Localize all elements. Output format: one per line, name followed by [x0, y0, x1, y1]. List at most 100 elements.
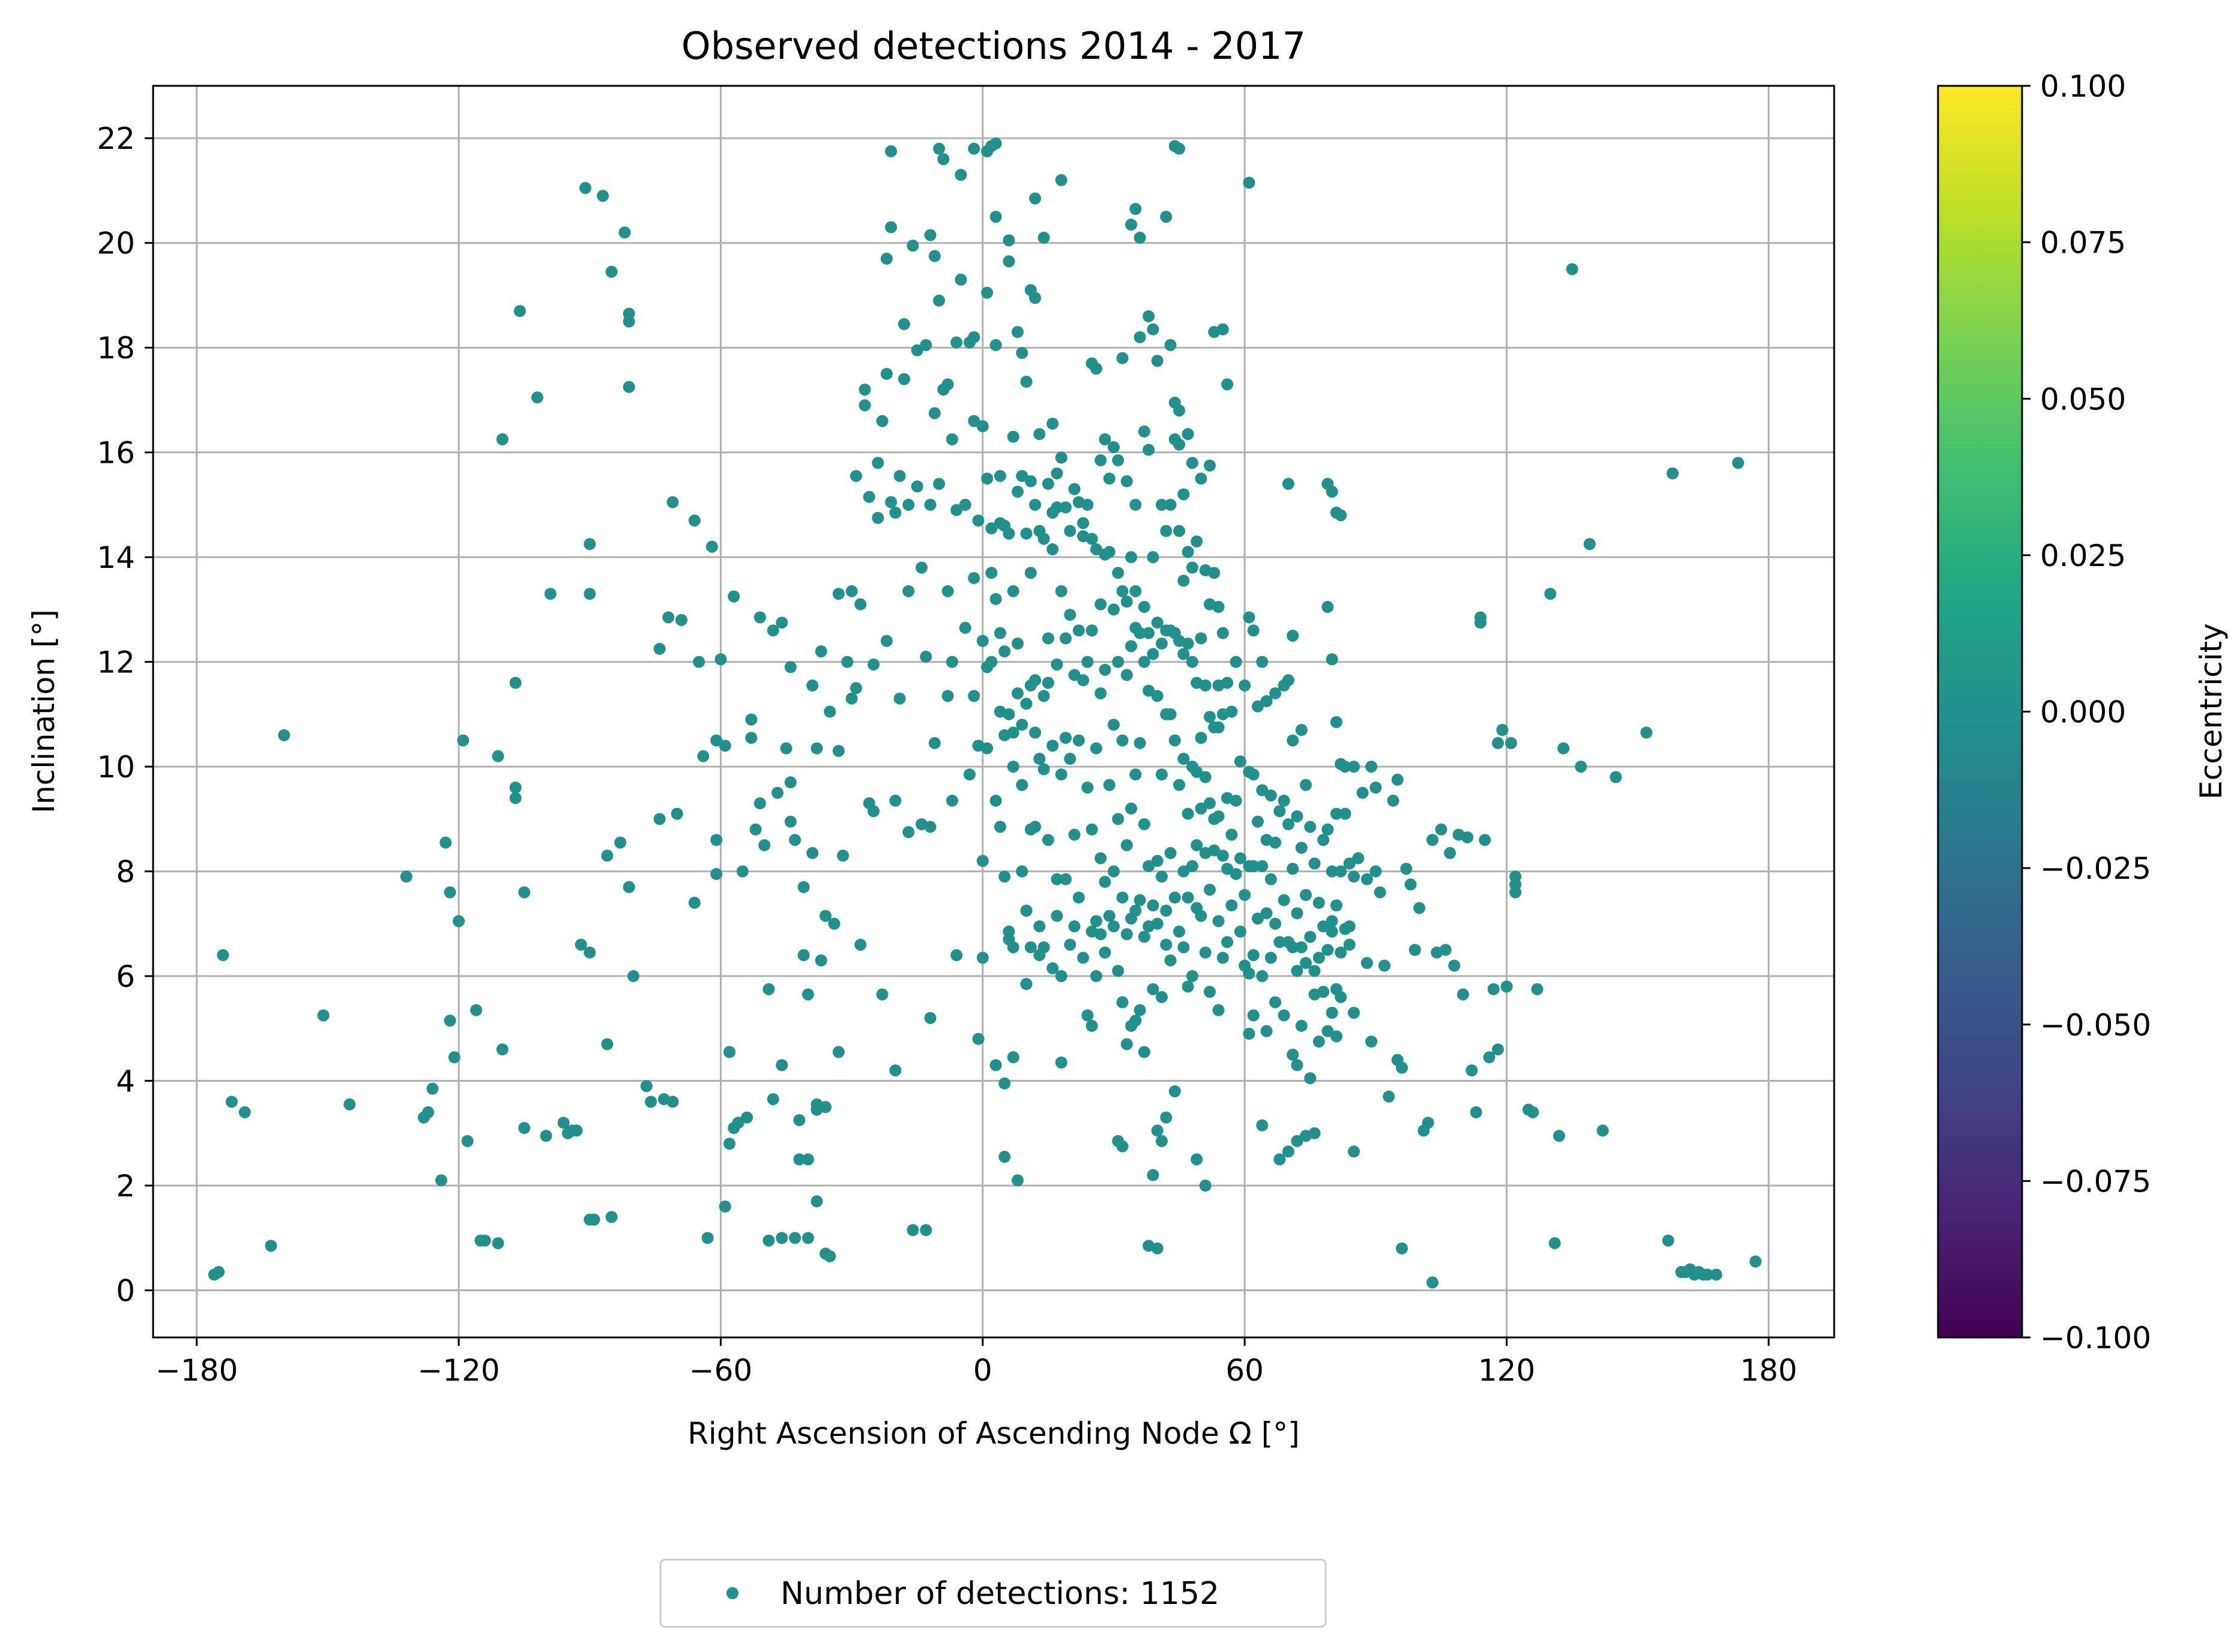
- data-point: [1264, 789, 1277, 802]
- data-point: [1182, 428, 1194, 441]
- data-point: [1090, 970, 1102, 983]
- data-point: [1168, 734, 1181, 747]
- data-point: [1103, 472, 1115, 485]
- data-point: [1134, 231, 1146, 244]
- data-point: [1295, 842, 1308, 854]
- data-point: [1151, 1242, 1164, 1255]
- data-point: [972, 1032, 985, 1045]
- data-point: [811, 1195, 823, 1208]
- chart-title: Observed detections 2014 - 2017: [681, 24, 1306, 68]
- data-point: [745, 732, 758, 744]
- data-point: [1448, 959, 1461, 972]
- data-point: [1156, 870, 1168, 883]
- data-point: [1291, 1059, 1303, 1072]
- data-point: [985, 656, 998, 668]
- y-tick-label: 16: [97, 436, 135, 471]
- data-point: [1321, 601, 1334, 613]
- data-point: [1474, 611, 1487, 624]
- data-point: [1147, 899, 1159, 912]
- data-point: [1439, 944, 1452, 956]
- data-point: [1147, 551, 1159, 564]
- data-point: [1120, 475, 1133, 487]
- data-point: [1090, 742, 1102, 755]
- data-point: [570, 1124, 583, 1137]
- data-point: [767, 1093, 779, 1106]
- data-point: [820, 1101, 832, 1114]
- data-point: [753, 797, 766, 810]
- data-point: [1068, 669, 1081, 681]
- data-point: [653, 813, 666, 825]
- data-point: [968, 415, 980, 427]
- data-point: [1037, 763, 1050, 776]
- data-point: [1195, 909, 1207, 922]
- data-point: [806, 847, 819, 860]
- data-point: [1186, 457, 1198, 469]
- data-point: [1134, 627, 1146, 639]
- data-point: [1239, 679, 1251, 692]
- data-point: [1396, 1061, 1408, 1074]
- data-point: [1317, 834, 1330, 846]
- data-point: [478, 1234, 491, 1247]
- data-point: [1256, 656, 1269, 668]
- data-point: [1046, 962, 1059, 974]
- data-point: [1216, 323, 1229, 336]
- data-point: [1085, 1019, 1098, 1032]
- data-point: [998, 645, 1011, 658]
- data-point: [496, 1043, 509, 1056]
- data-point: [976, 951, 989, 964]
- data-point: [1112, 813, 1125, 825]
- data-point: [1160, 905, 1173, 917]
- data-point: [1151, 1124, 1164, 1137]
- data-point: [1081, 498, 1094, 511]
- data-point: [1273, 1153, 1286, 1166]
- data-point: [723, 1138, 735, 1150]
- data-point: [955, 169, 967, 181]
- data-point: [588, 1213, 600, 1226]
- data-point: [1125, 551, 1138, 564]
- data-point: [575, 938, 587, 951]
- data-point: [1094, 454, 1107, 466]
- data-point: [889, 794, 902, 807]
- data-point: [1020, 698, 1033, 710]
- data-point: [732, 1117, 744, 1129]
- data-point: [946, 433, 958, 445]
- data-point: [1321, 823, 1334, 836]
- data-point: [1037, 690, 1050, 702]
- data-point: [1094, 852, 1107, 864]
- data-point: [1191, 1153, 1203, 1166]
- data-point: [1085, 532, 1098, 545]
- data-point: [1252, 700, 1264, 713]
- data-point: [1282, 478, 1294, 490]
- data-point: [1369, 781, 1382, 794]
- data-point: [889, 506, 902, 519]
- data-point: [741, 1111, 753, 1124]
- data-point: [1168, 891, 1181, 904]
- data-point: [1308, 857, 1321, 870]
- data-point: [444, 886, 456, 899]
- data-point: [1492, 1043, 1504, 1056]
- data-point: [1195, 632, 1207, 645]
- data-point: [762, 983, 775, 995]
- data-point: [1108, 920, 1120, 933]
- data-point: [1273, 805, 1286, 818]
- data-point: [793, 1153, 806, 1166]
- data-point: [1173, 438, 1186, 451]
- data-point: [885, 496, 898, 508]
- data-point: [1273, 936, 1286, 948]
- data-point: [1304, 930, 1317, 943]
- data-point: [1256, 1119, 1269, 1132]
- data-point: [1583, 538, 1596, 550]
- data-point: [1640, 726, 1653, 739]
- data-point: [1487, 983, 1500, 995]
- data-point: [688, 896, 701, 909]
- data-point: [1195, 802, 1207, 815]
- data-point: [723, 1046, 735, 1058]
- data-point: [802, 1153, 814, 1166]
- data-point: [1173, 779, 1186, 791]
- data-point: [976, 855, 989, 867]
- y-tick-label: 4: [116, 1064, 135, 1099]
- data-point: [1156, 768, 1168, 781]
- data-point: [1103, 779, 1115, 791]
- data-point: [758, 839, 771, 851]
- data-point: [1247, 768, 1260, 781]
